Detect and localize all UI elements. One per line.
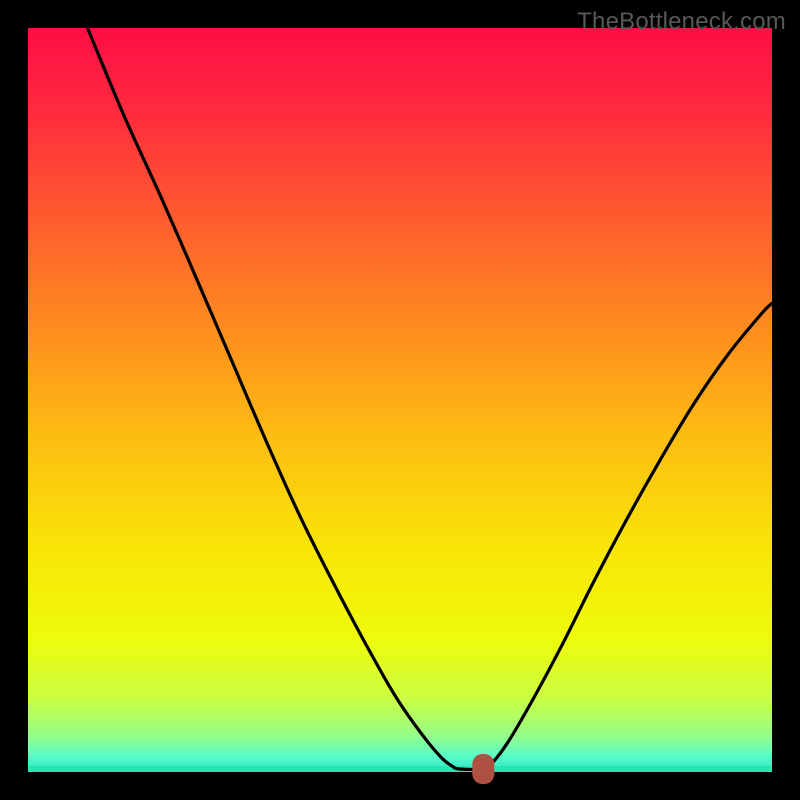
bottleneck-chart: TheBottleneck.com: [0, 0, 800, 800]
chart-svg: [0, 0, 800, 800]
chart-background-gradient: [28, 28, 772, 772]
green-baseline-band: [28, 766, 772, 772]
watermark-text: TheBottleneck.com: [577, 8, 786, 36]
optimal-point-marker: [472, 754, 494, 784]
